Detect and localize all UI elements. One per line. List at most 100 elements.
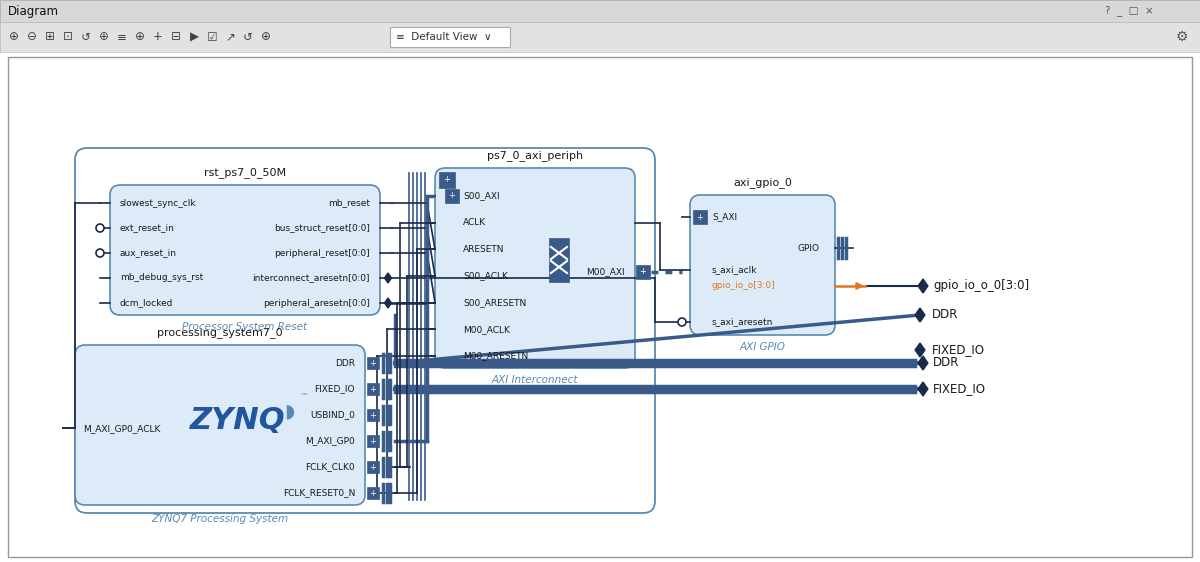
Text: Processor System Reset: Processor System Reset [182,322,307,332]
Bar [0,0,1200,22]
Text: +: + [370,410,377,419]
Text: +: + [696,212,703,221]
Circle shape [96,249,104,257]
Text: +: + [640,268,647,277]
Text: bus_struct_reset[0:0]: bus_struct_reset[0:0] [274,224,370,233]
Text: S00_ACLK: S00_ACLK [463,271,508,280]
Bar [367,409,379,421]
Circle shape [678,318,686,326]
Bar [439,172,455,188]
Text: ↗: ↗ [226,30,235,43]
Text: mb_reset: mb_reset [328,198,370,207]
Text: USBIND_0: USBIND_0 [310,410,355,419]
Polygon shape [916,308,925,322]
Text: S_AXI: S_AXI [712,212,737,221]
Text: ARESETN: ARESETN [463,245,504,254]
Text: s_axi_aresetn: s_axi_aresetn [712,318,773,327]
Circle shape [96,224,104,232]
Text: S00_AXI: S00_AXI [463,192,499,201]
Text: ext_reset_in: ext_reset_in [120,224,175,233]
Text: +: + [370,463,377,472]
Text: +: + [370,488,377,497]
Text: DDR: DDR [932,309,959,321]
Text: ⊕: ⊕ [100,30,109,43]
Text: ZYNQ7 Processing System: ZYNQ7 Processing System [151,514,288,524]
Bar [367,435,379,447]
Text: FIXED_IO: FIXED_IO [934,383,986,396]
Polygon shape [384,298,391,308]
Bar [445,189,458,203]
Bar [0,22,1200,52]
Text: ⊡: ⊡ [64,30,73,43]
Text: aux_reset_in: aux_reset_in [120,248,178,257]
Text: M00_AXI: M00_AXI [587,268,625,277]
Text: AXI Interconnect: AXI Interconnect [492,375,578,385]
Text: ⚙: ⚙ [1176,30,1188,44]
Text: ⊟: ⊟ [172,30,181,43]
Polygon shape [916,343,925,357]
Text: gpio_io_o[3:0]: gpio_io_o[3:0] [712,282,775,291]
Text: FCLK_CLK0: FCLK_CLK0 [305,463,355,472]
Text: +: + [370,359,377,368]
Text: S00_ARESETN: S00_ARESETN [463,298,527,307]
Text: ⊕: ⊕ [136,30,145,43]
Polygon shape [918,279,928,293]
Text: axi_gpio_0: axi_gpio_0 [733,178,792,188]
Text: ⊕: ⊕ [10,30,19,43]
Text: DDR: DDR [934,356,959,369]
Text: ◗: ◗ [284,401,295,420]
Text: ⊕: ⊕ [262,30,271,43]
Text: peripheral_reset[0:0]: peripheral_reset[0:0] [275,248,370,257]
Text: AXI GPIO: AXI GPIO [739,342,786,352]
Text: ⊖: ⊖ [28,30,37,43]
FancyBboxPatch shape [436,168,635,368]
Bar [367,487,379,499]
Text: ps7_0_axi_periph: ps7_0_axi_periph [487,151,583,161]
Bar [8,57,1192,557]
Bar [367,383,379,395]
Bar [550,252,569,268]
Text: DDR: DDR [335,359,355,368]
FancyBboxPatch shape [110,185,380,315]
Polygon shape [918,382,928,396]
Text: +: + [370,384,377,393]
Text: ▶: ▶ [190,30,198,43]
Bar [550,238,569,254]
Bar [367,357,379,369]
Text: ACLK: ACLK [463,218,486,227]
Bar [694,210,707,224]
Text: s_axi_aclk: s_axi_aclk [712,265,757,274]
Text: slowest_sync_clk: slowest_sync_clk [120,198,197,207]
Text: ≡  Default View  ∨: ≡ Default View ∨ [396,32,492,42]
Bar [550,266,569,282]
Text: peripheral_aresetn[0:0]: peripheral_aresetn[0:0] [263,298,370,307]
Text: ™: ™ [300,392,308,401]
Text: +: + [370,437,377,446]
Text: ↺: ↺ [244,30,253,43]
Text: +: + [154,30,163,43]
Text: GPIO: GPIO [798,244,820,253]
Bar [367,461,379,473]
Text: ↺: ↺ [82,30,91,43]
FancyBboxPatch shape [690,195,835,335]
Text: M_AXI_GP0: M_AXI_GP0 [305,437,355,446]
Bar [390,27,510,47]
Text: dcm_locked: dcm_locked [120,298,173,307]
Text: Diagram: Diagram [8,4,59,17]
Text: ☑: ☑ [206,30,217,43]
Text: ⊞: ⊞ [46,30,55,43]
Text: +: + [449,192,456,201]
Polygon shape [384,273,391,283]
Text: interconnect_aresetn[0:0]: interconnect_aresetn[0:0] [252,274,370,283]
Text: mb_debug_sys_rst: mb_debug_sys_rst [120,274,203,283]
Text: M00_ARESETN: M00_ARESETN [463,351,528,360]
Text: ≡: ≡ [118,30,127,43]
Text: FCLK_RESET0_N: FCLK_RESET0_N [283,488,355,497]
Text: +: + [444,175,450,184]
Bar [636,265,650,279]
Text: M00_ACLK: M00_ACLK [463,325,510,334]
Text: ZYNQ: ZYNQ [190,406,286,434]
Text: gpio_io_o_0[3:0]: gpio_io_o_0[3:0] [934,279,1030,292]
Text: rst_ps7_0_50M: rst_ps7_0_50M [204,167,286,179]
Text: processing_system7_0: processing_system7_0 [157,328,283,338]
